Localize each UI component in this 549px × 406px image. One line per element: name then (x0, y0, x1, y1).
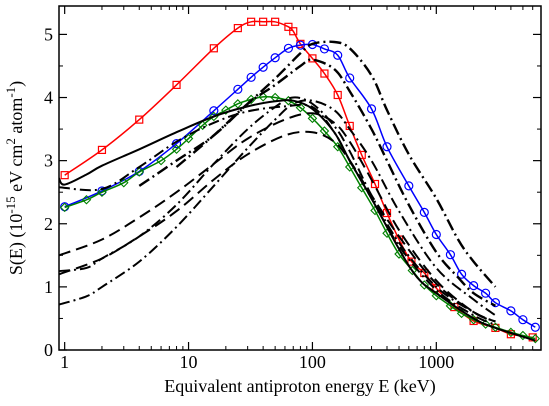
data-point (283, 43, 294, 53)
data-point (307, 113, 318, 124)
data-point (209, 106, 219, 116)
series-line (59, 99, 496, 317)
data-point (506, 327, 516, 338)
data-point (135, 115, 144, 124)
data-point (259, 17, 268, 26)
data-point (258, 62, 268, 72)
series-7 (59, 99, 496, 317)
data-point (445, 250, 456, 260)
data-point (320, 69, 329, 78)
series-line (64, 43, 536, 328)
data-point (81, 194, 92, 205)
data-point (271, 17, 280, 26)
data-point (530, 333, 541, 344)
data-point (233, 23, 242, 33)
series-10 (138, 40, 497, 288)
data-point (404, 181, 414, 191)
data-point (468, 314, 479, 325)
data-point (221, 105, 231, 115)
data-point (382, 142, 392, 152)
data-point (308, 54, 317, 63)
data-point (156, 155, 166, 166)
data-point (481, 288, 491, 298)
x-axis-label: Equivalent antiproton energy E (keV) (164, 376, 436, 397)
series-11 (175, 58, 497, 307)
data-point (419, 280, 430, 290)
data-point (530, 322, 540, 332)
series-layer (59, 17, 541, 344)
series-line (59, 103, 496, 326)
series-4 (59, 99, 536, 342)
x-tick-label: 1 (60, 352, 69, 372)
y-tick-label: 0 (44, 340, 53, 360)
y-tick-label: 2 (44, 214, 53, 234)
data-point (366, 104, 377, 114)
series-line (64, 20, 533, 339)
data-point (295, 40, 306, 50)
data-point (134, 167, 145, 177)
data-point (345, 73, 355, 83)
data-point (246, 94, 256, 105)
series-line (59, 99, 536, 342)
series-2 (60, 39, 540, 332)
data-point (289, 27, 298, 36)
data-point (518, 315, 528, 325)
data-point (197, 120, 208, 131)
y-tick-label: 1 (44, 277, 53, 297)
data-point (506, 306, 516, 316)
data-point (431, 229, 441, 240)
y-tick-label: 5 (44, 24, 53, 44)
data-point (60, 171, 69, 180)
data-point (97, 145, 107, 155)
data-point (332, 141, 343, 152)
data-point (456, 269, 467, 279)
data-point (333, 90, 342, 100)
series-line (175, 58, 497, 307)
data-point (171, 144, 182, 155)
series-6 (59, 96, 496, 323)
series-5 (59, 103, 496, 326)
series-line (59, 130, 496, 323)
y-tick-label: 4 (44, 88, 53, 108)
data-point (370, 179, 380, 189)
y-tick-label: 3 (44, 151, 53, 171)
data-point (209, 44, 218, 53)
data-point (518, 330, 528, 341)
data-point (419, 207, 429, 217)
data-point (172, 80, 181, 89)
data-point (246, 72, 256, 82)
series-line (59, 112, 496, 323)
x-tick-label: 1000 (418, 352, 454, 372)
series-line (59, 96, 496, 323)
data-point (469, 281, 479, 291)
x-tick-label: 100 (299, 352, 326, 372)
data-point (333, 50, 343, 60)
series-3 (59, 92, 541, 344)
data-point (233, 99, 243, 109)
data-point (357, 150, 366, 160)
data-point (59, 202, 70, 213)
data-point (407, 265, 418, 276)
data-point (284, 22, 293, 31)
data-point (270, 53, 280, 63)
series-line (138, 40, 497, 288)
data-point (97, 187, 107, 197)
data-point (407, 257, 416, 266)
series-9 (59, 130, 496, 323)
data-point (490, 298, 501, 308)
data-point (295, 102, 306, 113)
series-line (64, 96, 536, 340)
data-point (233, 84, 243, 94)
data-point (319, 44, 330, 54)
series-8 (59, 112, 496, 323)
data-point (247, 17, 256, 26)
x-tick-label: 10 (180, 352, 198, 372)
y-axis-label: S(E) (10-15 eV cm2 atom-1) (3, 81, 27, 275)
data-point (118, 177, 129, 188)
